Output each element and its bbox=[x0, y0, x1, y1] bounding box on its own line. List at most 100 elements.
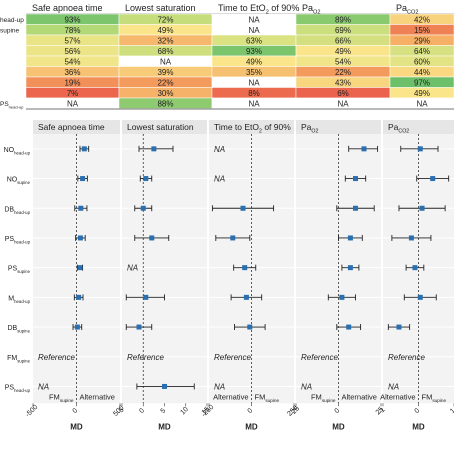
point-estimate bbox=[339, 294, 345, 300]
point-estimate bbox=[408, 235, 414, 241]
point-estimate bbox=[77, 235, 83, 241]
favours-left-label: FMsupine bbox=[311, 392, 336, 403]
axis-tick-label: 25 bbox=[375, 406, 386, 417]
axis-xlabel: MD bbox=[245, 422, 258, 431]
axis-tick-label: 0 bbox=[247, 407, 255, 415]
heatmap-cell-value: 39% bbox=[157, 68, 173, 77]
panel-strip bbox=[33, 120, 120, 134]
favours-left-label: FMsupine bbox=[49, 392, 74, 403]
heatmap-cell-value: 54% bbox=[64, 57, 80, 66]
panel-title: PaO2 bbox=[301, 122, 319, 135]
point-estimate bbox=[430, 176, 436, 182]
heatmap-cell-value: 93% bbox=[64, 15, 80, 24]
axis-tick-label: 5 bbox=[160, 407, 168, 415]
reference-label: Reference bbox=[301, 353, 338, 362]
heatmap-cell-value: 30% bbox=[157, 89, 173, 98]
forest-row-label: NOsupine bbox=[7, 177, 31, 186]
heatmap-cell-value: 22% bbox=[335, 68, 351, 77]
heatmap-cell-value: 42% bbox=[414, 15, 430, 24]
point-estimate bbox=[346, 324, 352, 330]
ranking-heatmap: Safe apnoea time Lowest saturation Time to… bbox=[0, 3, 454, 110]
heatmap-cell-value: NA bbox=[337, 99, 349, 108]
favours-right-label: Alternative bbox=[80, 392, 115, 401]
point-estimate bbox=[353, 205, 358, 211]
point-estimate bbox=[417, 294, 423, 300]
heatmap-cell-value: 68% bbox=[157, 47, 173, 56]
heatmap-cell-value: 72% bbox=[157, 15, 173, 24]
heatmap-cell-value: 7% bbox=[67, 89, 79, 98]
point-estimate bbox=[247, 324, 253, 330]
heatmap-cell-value: 97% bbox=[414, 78, 430, 87]
axis-xlabel: MD bbox=[70, 422, 83, 431]
forest-row-label: PShead-up bbox=[5, 384, 31, 393]
axis-tick-label: 0 bbox=[138, 407, 146, 415]
heatmap-column-header: PaO2 bbox=[302, 3, 320, 16]
heatmap-cell-value: 32% bbox=[157, 36, 173, 45]
heatmap-cell-value: 54% bbox=[335, 57, 351, 66]
heatmap-row-label: head-up bbox=[0, 17, 24, 24]
point-estimate bbox=[396, 324, 402, 330]
heatmap-cell-value: 22% bbox=[157, 78, 173, 87]
reference-label: Reference bbox=[388, 353, 425, 362]
na-label: NA bbox=[127, 264, 138, 273]
panel-title: Time to EtO2 of 90% bbox=[214, 122, 291, 135]
forest-row-label: PSsupine bbox=[8, 266, 31, 275]
heatmap-cell-value: 35% bbox=[246, 68, 262, 77]
reference-label: Reference bbox=[127, 353, 164, 362]
heatmap-cell-value: 78% bbox=[64, 26, 80, 35]
point-estimate bbox=[140, 205, 146, 211]
axis-xlabel: MD bbox=[332, 422, 345, 431]
axis-xlabel: MD bbox=[158, 422, 171, 431]
point-estimate bbox=[149, 235, 155, 241]
heatmap-cell-value: 57% bbox=[64, 36, 80, 45]
panel-strip bbox=[383, 120, 454, 134]
favours-left-label: Alternative bbox=[380, 392, 415, 401]
heatmap-cell-value: NA bbox=[416, 99, 428, 108]
point-estimate bbox=[353, 176, 358, 182]
point-estimate bbox=[230, 235, 236, 241]
heatmap-cell-value: NA bbox=[160, 57, 172, 66]
heatmap-cell bbox=[389, 97, 454, 109]
reference-label: Reference bbox=[214, 353, 251, 362]
heatmap-cell-value: 6% bbox=[337, 89, 349, 98]
forest-row-label: FMsupine bbox=[7, 355, 30, 364]
point-estimate bbox=[74, 324, 80, 330]
heatmap-cell-value: 49% bbox=[414, 89, 430, 98]
na-label: NA bbox=[214, 145, 225, 154]
heatmap-cell-value: 8% bbox=[248, 89, 260, 98]
heatmap-column-header: PaCO2 bbox=[396, 3, 419, 16]
axis-tick-label: -5 bbox=[116, 406, 125, 415]
favours-right-label: FMsupine bbox=[255, 392, 280, 403]
panel-title: PaCO2 bbox=[388, 122, 409, 135]
heatmap-cell-value: 43% bbox=[335, 78, 351, 87]
heatmap-row-label: PShead-up bbox=[0, 101, 24, 110]
point-estimate bbox=[77, 265, 83, 271]
point-estimate bbox=[162, 383, 167, 389]
heatmap-cell-value: 49% bbox=[335, 47, 351, 56]
na-label: NA bbox=[38, 382, 49, 391]
heatmap-cell-value: 66% bbox=[335, 36, 351, 45]
forest-row-label: Mhead-up bbox=[8, 295, 30, 304]
axis-tick-label: -25 bbox=[289, 405, 301, 417]
heatmap-cell-value: 15% bbox=[414, 26, 430, 35]
forest-row-label: PShead-up bbox=[5, 236, 31, 245]
panel-title: Safe apnoea time bbox=[38, 122, 105, 132]
heatmap-cell-value: 44% bbox=[414, 68, 430, 77]
heatmap-cell-value: 49% bbox=[157, 26, 173, 35]
axis-tick-label: 0 bbox=[334, 407, 342, 415]
axis-tick-label: -500 bbox=[25, 404, 40, 419]
point-estimate bbox=[243, 294, 249, 300]
point-estimate bbox=[143, 176, 149, 182]
point-estimate bbox=[417, 146, 423, 152]
heatmap-row-label: supine bbox=[0, 28, 20, 35]
axis-tick-label: 1 bbox=[449, 407, 454, 415]
heatmap-cell-value: 89% bbox=[335, 15, 351, 24]
favours-right-label: FMsupine bbox=[422, 392, 447, 403]
na-label: NA bbox=[388, 382, 399, 391]
heatmap-column-header: Time to EtO2 of 90% bbox=[218, 3, 299, 16]
na-label: NA bbox=[214, 382, 225, 391]
point-estimate bbox=[81, 146, 87, 152]
heatmap-cell-value: 29% bbox=[414, 36, 430, 45]
heatmap-cell-value: NA bbox=[248, 78, 260, 87]
reference-label: Reference bbox=[38, 353, 75, 362]
